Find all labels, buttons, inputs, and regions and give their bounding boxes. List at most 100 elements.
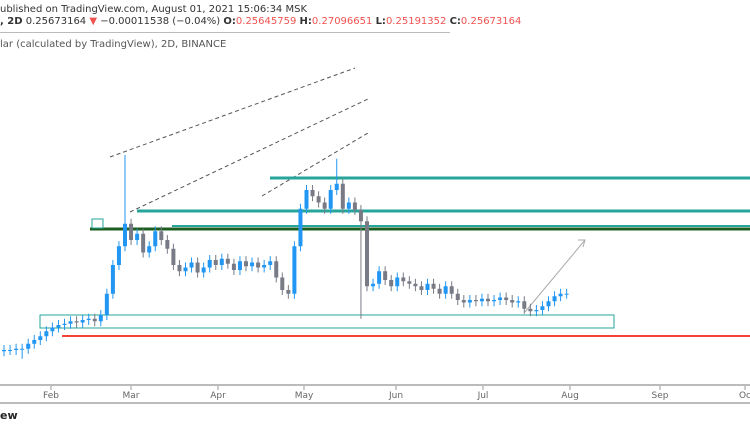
candle [310,190,315,197]
candle [492,300,497,302]
marker-box [91,218,104,229]
candle [141,233,146,253]
candle [256,262,261,268]
candle [564,293,569,295]
candle [213,260,218,265]
candle [346,202,351,209]
trend-channel-line [109,67,356,158]
candle [250,262,255,267]
candle [534,310,539,312]
candle [498,297,503,300]
candle [201,267,206,273]
candle [413,283,418,287]
candle [358,210,363,222]
candle [479,298,484,302]
x-tick-label: Jul [477,391,489,401]
candle [116,246,121,265]
candle [74,321,79,323]
candle [540,306,545,310]
symbol-interval: , 2D [0,16,23,27]
tradingview-brand: ew [0,409,18,422]
candle [377,271,382,284]
candle [467,300,472,303]
candle [62,323,67,325]
candle [510,300,515,303]
open-value: 0.25645759 [235,16,297,27]
candle [104,293,109,315]
candle [419,286,424,290]
candle [98,315,103,322]
candle [286,290,291,294]
candle [449,286,454,294]
x-tick-label: Aug [561,391,579,401]
candle [528,308,533,312]
low-value: 0.25191352 [385,16,447,27]
candle [437,288,442,294]
x-tick-label: Jun [388,391,403,401]
x-tick-label: Feb [43,391,59,401]
candle [522,301,527,309]
candle [352,202,357,210]
candle [80,320,85,323]
candle [2,350,6,352]
x-tick-label: May [295,391,314,401]
candle [68,321,73,324]
candle [383,271,388,280]
candle [262,265,267,268]
candle [334,183,339,190]
candle [92,318,97,322]
candle [274,261,279,278]
arrow-head-icon [578,239,586,248]
trend-channel-line [129,98,369,213]
price-change: −0.00011538 (−0.04%) [100,16,221,27]
candle [123,223,127,247]
candle [431,283,436,289]
candle [316,196,321,203]
candle [189,262,194,268]
candle [14,348,19,350]
candle [38,336,43,340]
chart-subtitle: lar (calculated by TradingView), 2D, BIN… [0,39,227,50]
candle [486,298,490,302]
candle [207,260,212,268]
candle [44,331,49,337]
x-tick-label: Sep [652,391,669,401]
candle [401,277,406,282]
published-info: ublished on TradingView.com, August 01, … [0,4,308,15]
candle [50,327,55,332]
candle [268,261,273,265]
candle [110,265,115,294]
candle [328,190,333,209]
candle [395,277,400,287]
candle [244,261,248,267]
candle [504,297,509,300]
candle [56,325,61,328]
x-tick-label: Oc [739,391,750,401]
candle [455,293,460,300]
candle [425,283,430,290]
candle [86,318,91,320]
candle [183,267,188,272]
x-tick-label: Mar [123,391,140,401]
candle [147,246,152,253]
candle [292,246,297,294]
candle [322,202,327,209]
candle [26,343,31,349]
candle [473,300,478,302]
candle [552,296,557,302]
candle [516,301,521,303]
candle [546,301,551,307]
candle [171,248,176,265]
candle [461,300,466,303]
candle [195,262,200,273]
candle [8,350,13,351]
candle [237,261,242,270]
candle [298,208,303,247]
candle [231,263,236,270]
candle [443,286,448,294]
candle [389,280,394,287]
candle [129,223,134,240]
last-price: 0.25673164 [25,16,87,27]
x-tick-label: Apr [210,391,226,401]
